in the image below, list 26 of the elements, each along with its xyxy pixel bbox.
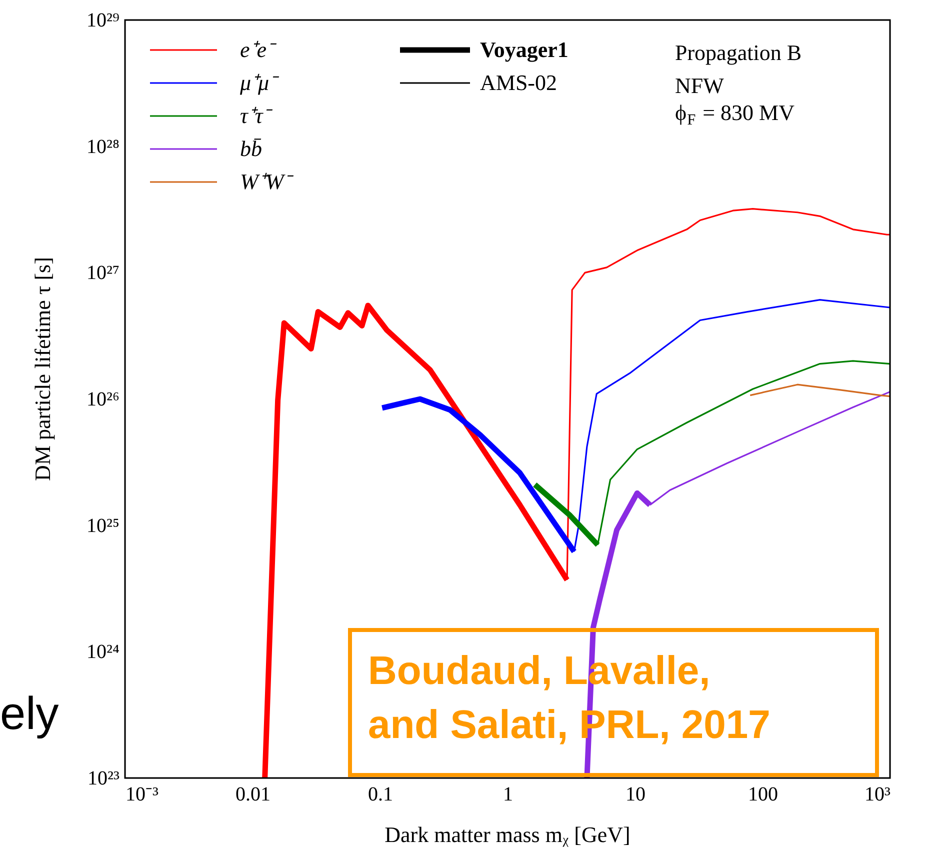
y-tick-label: 10²⁵ [86, 514, 120, 537]
y-axis-title: DM particle lifetime τ [s] [30, 257, 55, 481]
y-tick-label: 10²⁸ [86, 136, 120, 158]
y-tick-label: 10²⁷ [86, 262, 120, 284]
legend-label: bb̄ [240, 136, 262, 161]
legend-label: μ⁺μ⁻ [239, 70, 280, 95]
annotation: Propagation B [675, 40, 802, 65]
annotation: AMS-02 [480, 70, 558, 95]
x-tick-label: 0.01 [236, 784, 270, 806]
x-axis-title: Dark matter mass mᵪ [GeV] [384, 822, 630, 847]
legend-label: τ⁺τ⁻ [240, 103, 274, 128]
y-tick-label: 10²⁴ [86, 641, 120, 664]
x-tick-label: 10⁻³ [126, 784, 158, 806]
y-tick-label: 10²⁹ [86, 10, 120, 32]
text: ely [0, 687, 59, 739]
y-tick-label: 10²⁶ [86, 388, 120, 410]
x-tick-label: 10 [626, 784, 646, 806]
x-tick-label: 1 [503, 784, 513, 806]
legend-label: e⁺e⁻ [240, 37, 278, 62]
x-tick-label: 100 [748, 784, 778, 806]
annotation: Voyager1 [480, 37, 568, 62]
y-tick-label: 10²³ [88, 768, 120, 790]
x-tick-label: 10³ [864, 784, 890, 806]
annotation: NFW [675, 73, 724, 98]
x-tick-label: 0.1 [368, 784, 393, 806]
legend-label: W⁺W⁻ [240, 169, 295, 194]
